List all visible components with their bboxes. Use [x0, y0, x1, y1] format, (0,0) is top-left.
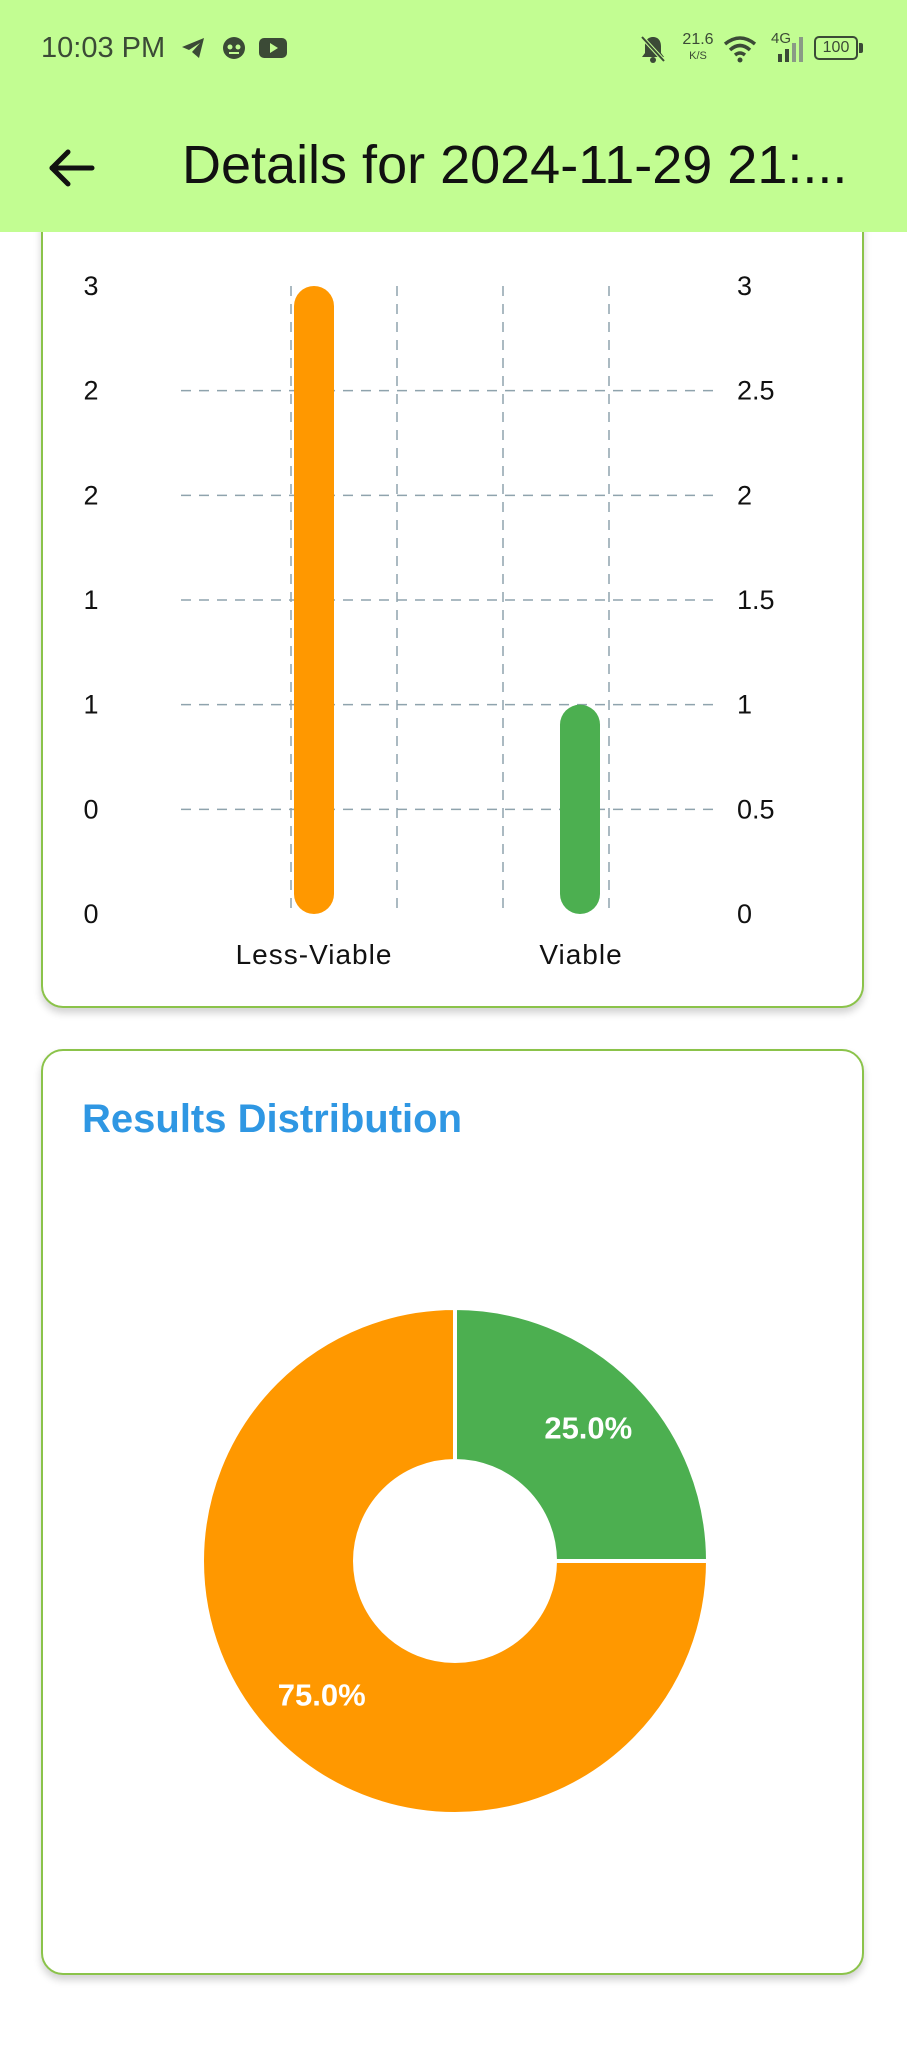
left-tick-label: 2 [83, 376, 98, 406]
right-tick-label: 1.5 [737, 585, 775, 615]
pie-chart-card: Results Distribution 25.0% 75.0% [41, 1049, 864, 1975]
right-tick-label: 1 [737, 690, 752, 720]
category-label: Less-Viable [236, 939, 393, 970]
battery-tip [859, 43, 863, 53]
bar-chart-card: 3 3 2 2.5 2 2 1 1.5 1 1 0 0.5 0 0 Less-Viable Viable [41, 232, 864, 1008]
left-tick-label: 1 [83, 585, 98, 615]
mute-bell-icon [640, 35, 666, 63]
card-title: Results Distribution [82, 1097, 463, 1141]
category-label: Viable [539, 939, 622, 970]
network-speed: 21.6 K/S [679, 32, 717, 62]
donut-slice [200, 1305, 711, 1816]
wifi-icon [723, 36, 757, 63]
youtube-icon [259, 38, 287, 58]
speed-value: 21.6 [682, 31, 714, 48]
right-tick-label: 2 [737, 480, 752, 510]
right-tick-label: 3 [737, 271, 752, 301]
status-time: 10:03 PM [41, 32, 166, 64]
page-title: Details for 2024-11-29 21:... [182, 135, 848, 195]
toolbar: Details for 2024-11-29 21:... [0, 100, 907, 232]
donut-slice [453, 1305, 711, 1563]
battery-icon: 100 [814, 36, 858, 60]
left-tick-label: 1 [83, 690, 98, 720]
right-tick-label: 0 [737, 899, 752, 929]
right-tick-label: 2.5 [737, 376, 775, 406]
speed-unit: K/S [689, 50, 707, 62]
left-tick-label: 0 [83, 794, 98, 824]
notification-app-icon [223, 37, 245, 59]
grid [181, 286, 721, 916]
left-tick-label: 0 [83, 899, 98, 929]
status-bar: 10:03 PM 21.6 K/S [0, 0, 907, 100]
arrow-left-icon[interactable] [38, 136, 102, 200]
bar-viable [560, 704, 600, 914]
content-scroll[interactable]: 3 3 2 2.5 2 2 1 1.5 1 1 0 0.5 0 0 Less-Viable Viable Re… [0, 232, 907, 2048]
slice-label: 75.0% [278, 1677, 366, 1712]
network-type: 4G [771, 30, 792, 47]
signal-icon [778, 37, 803, 62]
telegram-icon [182, 38, 204, 58]
bar-chart: 3 3 2 2.5 2 2 1 1.5 1 1 0 0.5 0 0 Less-Viable Viable [83, 271, 775, 970]
left-tick-label: 2 [83, 480, 98, 510]
app-bar: 10:03 PM 21.6 K/S [0, 0, 907, 232]
slice-label: 25.0% [544, 1411, 632, 1446]
left-tick-label: 3 [83, 271, 98, 301]
right-tick-label: 0.5 [737, 794, 775, 824]
donut-chart: 25.0% 75.0% [200, 1305, 711, 1816]
bar-less-viable [294, 286, 334, 914]
